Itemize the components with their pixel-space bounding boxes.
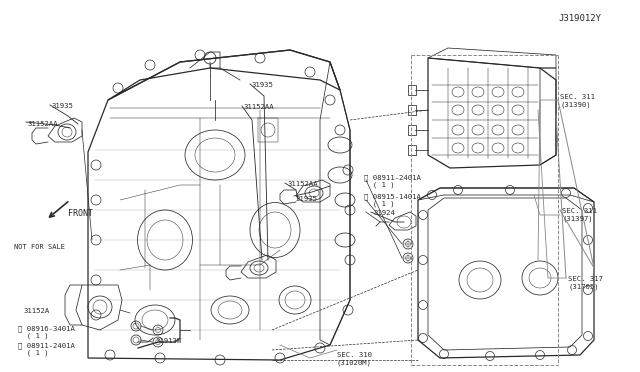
Bar (408, 125, 416, 135)
Text: SEC. 311
(31390): SEC. 311 (31390) (560, 94, 595, 108)
Text: 31152A: 31152A (24, 308, 51, 314)
Text: 31913W: 31913W (155, 338, 181, 344)
Text: FRONT: FRONT (68, 209, 93, 218)
Text: SEC. 317
(31705): SEC. 317 (31705) (568, 276, 603, 289)
Text: Ⓝ 08911-2401A
  ( 1 ): Ⓝ 08911-2401A ( 1 ) (364, 174, 421, 188)
Bar (408, 145, 416, 155)
Text: 31152AA: 31152AA (28, 121, 59, 127)
Text: 31935: 31935 (52, 103, 74, 109)
Text: NOT FOR SALE: NOT FOR SALE (14, 244, 65, 250)
Text: SEC. 311
(31397): SEC. 311 (31397) (562, 208, 597, 221)
Bar (408, 85, 416, 95)
Text: 31935: 31935 (296, 196, 318, 202)
Text: J319012Y: J319012Y (558, 14, 601, 23)
Text: 31152AA: 31152AA (287, 181, 317, 187)
Bar (408, 105, 416, 115)
Text: Ⓝ 08911-2401A
  ( 1 ): Ⓝ 08911-2401A ( 1 ) (18, 342, 75, 356)
Text: Ⓜ 08915-1401A
  ( 1 ): Ⓜ 08915-1401A ( 1 ) (364, 193, 421, 207)
Text: Ⓜ 08916-3401A
  ( 1 ): Ⓜ 08916-3401A ( 1 ) (18, 325, 75, 339)
Text: 31152AA: 31152AA (244, 104, 275, 110)
Text: SEC. 310
(31020M): SEC. 310 (31020M) (337, 352, 372, 366)
Text: 31924: 31924 (373, 210, 395, 216)
Text: 31935: 31935 (252, 82, 274, 88)
